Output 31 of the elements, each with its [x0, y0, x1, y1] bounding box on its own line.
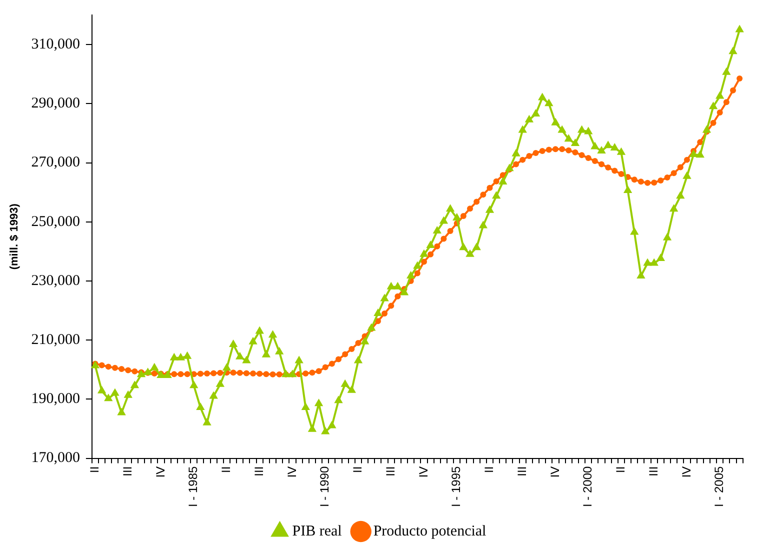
x-tick-label: II	[482, 466, 496, 473]
x-tick-label: III	[383, 466, 398, 476]
x-tick-label: II	[88, 466, 102, 473]
y-tick-label: 250,000	[31, 214, 80, 230]
x-tick-label: I - 1985	[186, 466, 200, 508]
x-tick-label: III	[252, 466, 266, 476]
x-tick-label: IV	[416, 466, 430, 478]
y-axis-title: (mill. $ 1993)	[8, 203, 21, 270]
y-tick-label: 290,000	[31, 96, 80, 112]
x-tick-label: II	[350, 466, 365, 473]
x-tick-label: I - 1995	[449, 466, 464, 508]
x-tick-label: IV	[284, 466, 299, 478]
x-tick-label: I - 2005	[712, 466, 726, 508]
x-tick-label: IV	[548, 466, 562, 478]
y-tick-label: 170,000	[31, 450, 80, 466]
y-tick-label: 210,000	[31, 332, 80, 348]
x-tick-label: IV	[153, 466, 168, 478]
y-tick-label: 270,000	[31, 154, 80, 171]
y-tick-label: 230,000	[31, 272, 80, 289]
legend-label: PIB real	[292, 523, 342, 540]
y-tick-label: 310,000	[31, 36, 80, 52]
x-tick-label: IV	[679, 466, 694, 478]
legend-label: Producto potencial	[373, 523, 486, 540]
x-tick-label: III	[120, 466, 134, 476]
x-tick-label: III	[646, 466, 660, 476]
x-tick-label: III	[514, 466, 529, 476]
y-tick-label: 190,000	[31, 391, 80, 408]
x-tick-label: I - 1990	[318, 466, 332, 508]
x-tick-label: I - 2000	[580, 466, 595, 508]
x-tick-label: II	[614, 466, 628, 473]
x-tick-label: II	[219, 466, 234, 473]
